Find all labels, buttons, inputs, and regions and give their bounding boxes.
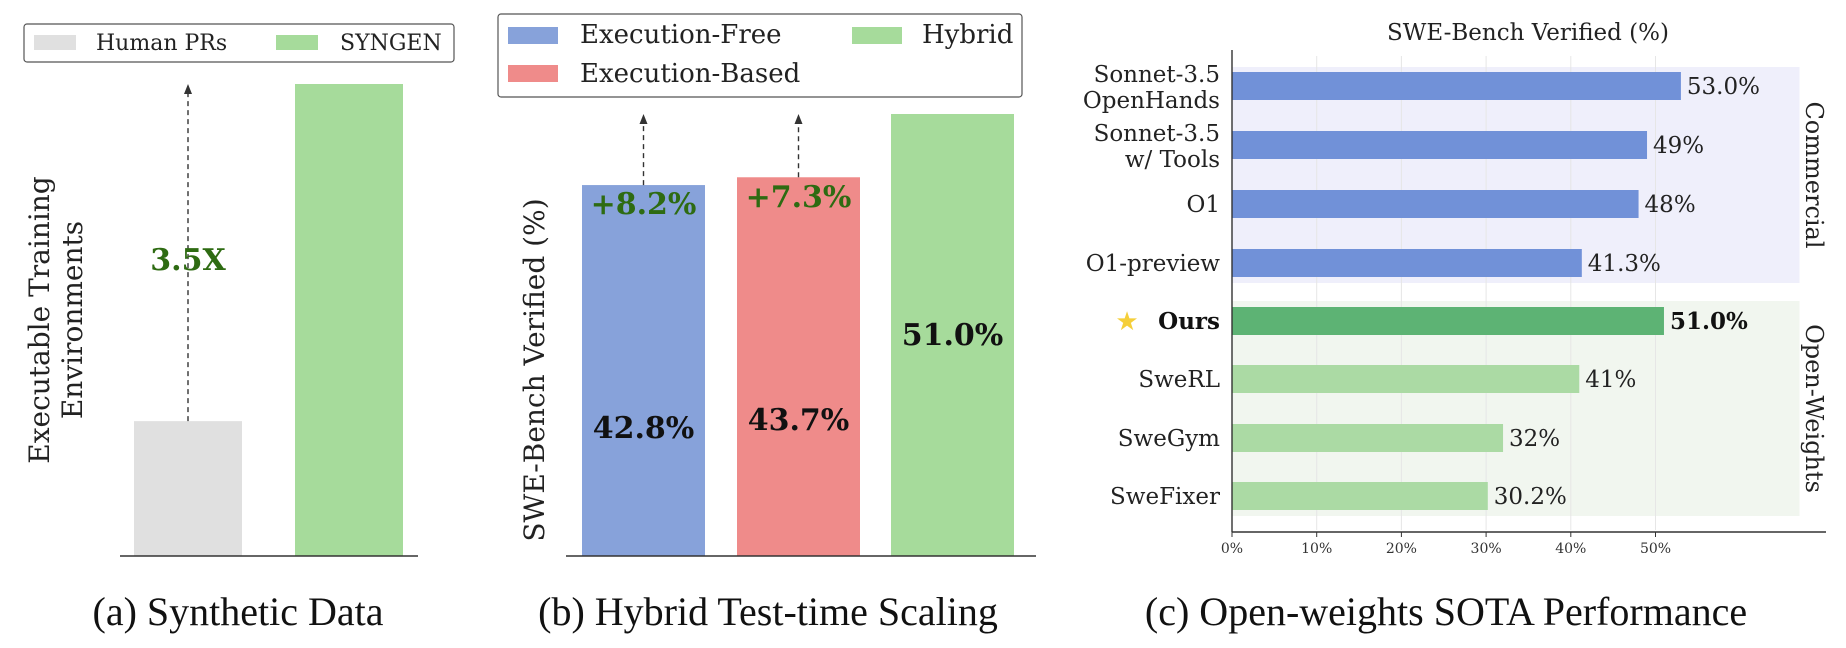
- legend-label-syngen: SYNGEN: [340, 31, 442, 56]
- value-label-swegym: 32%: [1509, 426, 1560, 452]
- category-label-sonnet-3-5-w-tools-line2: w/ Tools: [1125, 147, 1220, 173]
- bar-sonnet-3-5-openhands: [1232, 72, 1681, 100]
- caption-b: (b) Hybrid Test-time Scaling: [538, 589, 998, 634]
- value-label-swefixer: 30.2%: [1494, 484, 1567, 510]
- legend-swatch-execution-based: [508, 65, 558, 82]
- category-label-o1-preview: O1-preview: [1086, 251, 1221, 277]
- category-label-sonnet-3-5-openhands-line2: OpenHands: [1083, 88, 1220, 114]
- value-label-sonnet-3-5-openhands: 53.0%: [1687, 74, 1760, 100]
- legend-label-execution-free: Execution-Free: [580, 20, 782, 50]
- category-label-ours: Ours: [1158, 308, 1220, 335]
- gain-arrow-execution-free-head: [639, 114, 648, 124]
- value-label-sonnet-3-5-w-tools: 49%: [1653, 133, 1704, 159]
- x-tick-label: 20%: [1386, 541, 1417, 557]
- y-axis-label-line2: Environments: [56, 221, 89, 419]
- bar-human-prs: [134, 421, 242, 556]
- x-tick-label: 30%: [1471, 541, 1502, 557]
- legend-label-human-prs: Human PRs: [96, 31, 227, 56]
- scale-arrow-head: [184, 84, 192, 94]
- bar-swegym: [1232, 424, 1504, 452]
- legend-swatch-human-prs: [34, 35, 76, 50]
- gain-label-execution-based: +7.3%: [746, 180, 852, 215]
- legend-box: [23, 23, 455, 63]
- bar-hybrid: [891, 114, 1014, 556]
- group-background-open-weights: [1232, 301, 1800, 516]
- category-label-swerl: SweRL: [1138, 367, 1220, 393]
- category-label-o1: O1: [1187, 192, 1221, 218]
- value-label-hybrid: 51.0%: [902, 318, 1004, 353]
- star-icon: ★: [1115, 307, 1138, 337]
- bar-o1: [1232, 190, 1639, 218]
- group-label-commercial: Commercial: [1800, 101, 1828, 248]
- group-label-open-weights: Open-Weights: [1800, 324, 1828, 493]
- chart-title: SWE-Bench Verified (%): [1387, 20, 1669, 46]
- legend-swatch-syngen: [276, 35, 318, 50]
- value-label-ours: 51.0%: [1670, 308, 1748, 335]
- caption-c: (c) Open-weights SOTA Performance: [1145, 589, 1747, 634]
- category-label-sonnet-3-5-w-tools-line1: Sonnet-3.5: [1094, 121, 1220, 147]
- x-tick-label: 0%: [1221, 541, 1243, 557]
- group-background-commercial: [1232, 67, 1800, 283]
- bar-syngen: [295, 84, 403, 556]
- value-label-o1: 48%: [1645, 192, 1696, 218]
- gain-arrow-execution-based-head: [794, 114, 803, 124]
- legend-label-hybrid: Hybrid: [922, 20, 1013, 50]
- x-tick-label: 10%: [1301, 541, 1332, 557]
- value-label-execution-free: 42.8%: [593, 411, 695, 446]
- value-label-o1-preview: 41.3%: [1588, 251, 1661, 277]
- legend-swatch-execution-free: [508, 27, 558, 44]
- y-axis-label: SWE-Bench Verified (%): [518, 198, 551, 541]
- bar-execution-based: [737, 177, 860, 556]
- x-tick-label: 50%: [1640, 541, 1671, 557]
- category-label-sonnet-3-5-openhands-line1: Sonnet-3.5: [1094, 62, 1220, 88]
- category-label-swegym: SweGym: [1118, 426, 1220, 452]
- legend-swatch-hybrid: [852, 27, 902, 44]
- bar-sonnet-3-5-w-tools: [1232, 131, 1648, 159]
- bar-swerl: [1232, 365, 1580, 393]
- annotation-3-5x: 3.5X: [150, 243, 226, 278]
- x-tick-label: 40%: [1555, 541, 1586, 557]
- legend-label-execution-based: Execution-Based: [580, 59, 800, 89]
- bar-o1-preview: [1232, 249, 1582, 277]
- category-label-swefixer: SweFixer: [1110, 484, 1220, 510]
- y-axis-label-line1: Executable Training: [23, 176, 56, 464]
- bar-swefixer: [1232, 482, 1488, 510]
- gain-label-execution-free: +8.2%: [591, 187, 697, 222]
- value-label-execution-based: 43.7%: [748, 403, 850, 438]
- bar-execution-free: [582, 185, 705, 557]
- value-label-swerl: 41%: [1585, 367, 1636, 393]
- bar-ours: [1232, 307, 1664, 335]
- caption-a: (a) Synthetic Data: [93, 589, 384, 634]
